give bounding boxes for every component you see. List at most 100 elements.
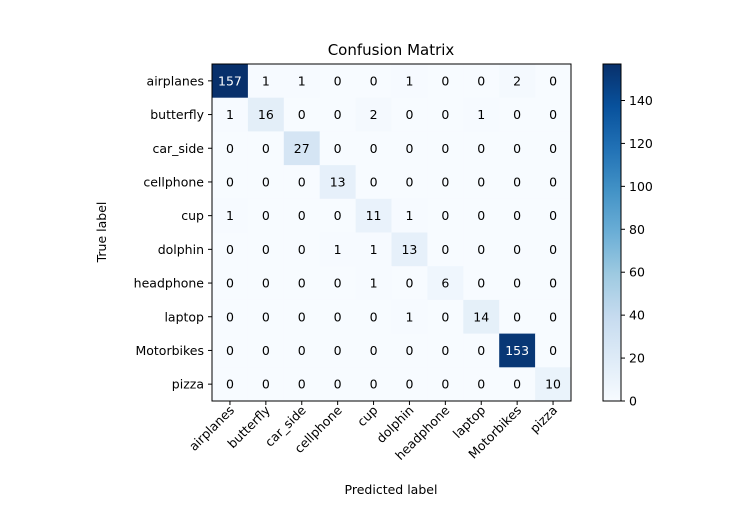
- cell-value-label: 0: [334, 208, 342, 223]
- colorbar-ticks: 0 20 40 60 80 100 120 140: [621, 93, 653, 409]
- cell-value-label: 0: [549, 242, 557, 257]
- heatmap-cell: [247, 232, 285, 267]
- heatmap-cell: [319, 333, 357, 368]
- heatmap-cell: [463, 333, 500, 368]
- cell-value-label: 0: [370, 377, 378, 392]
- heatmap-cell: [355, 333, 392, 368]
- heatmap-cell: [283, 97, 321, 132]
- heatmap-cell: [391, 64, 428, 99]
- heatmap-cell: [463, 266, 500, 301]
- cell-value-label: 0: [513, 276, 521, 291]
- cell-value-label: 0: [298, 242, 306, 257]
- heatmap-cell: [499, 333, 536, 368]
- cell-value-label: 0: [262, 208, 270, 223]
- cell-value-label: 0: [477, 208, 485, 223]
- colorbar: [602, 63, 622, 402]
- heatmap-cell: [212, 299, 249, 335]
- cell-value-label: 0: [298, 377, 306, 392]
- cell-value-label: 0: [262, 141, 270, 156]
- cell-value-label: 153: [505, 343, 529, 358]
- heatmap-cell: [499, 131, 536, 166]
- cell-value-label: 0: [334, 377, 342, 392]
- heatmap-cell: [247, 266, 285, 301]
- heatmap-cell: [247, 367, 285, 402]
- heatmap-cell: [247, 64, 285, 99]
- cell-value-label: 0: [513, 208, 521, 223]
- heatmap-cell: [427, 266, 464, 301]
- heatmap-cell: [391, 97, 428, 132]
- cell-value-label: 27: [294, 141, 310, 156]
- heatmap-cell: [463, 64, 500, 99]
- heatmap-cell: [499, 165, 536, 200]
- cell-value-label: 0: [334, 141, 342, 156]
- heatmap-cell: [391, 232, 428, 267]
- chart-title: Confusion Matrix: [328, 41, 455, 59]
- cell-value-label: 1: [405, 309, 413, 324]
- cell-value-label: 0: [477, 242, 485, 257]
- heatmap-cell: [283, 367, 321, 402]
- heatmap-cell: [212, 367, 249, 402]
- heatmap-cell: [247, 97, 285, 132]
- heatmap-cell: [283, 64, 321, 99]
- cell-value-label: 0: [370, 73, 378, 88]
- heatmap-cell: [463, 165, 500, 200]
- heatmap-cell: [319, 232, 357, 267]
- heatmap-cell: [319, 299, 357, 335]
- cell-value-label: 0: [549, 174, 557, 189]
- heatmap-cell: [247, 299, 285, 335]
- colorbar-tick-label: 100: [629, 179, 653, 194]
- cell-value-label: 0: [370, 141, 378, 156]
- cell-value-label: 0: [370, 174, 378, 189]
- heatmap-cells: [212, 64, 572, 402]
- heatmap-cell: [463, 198, 500, 233]
- heatmap-cell: [391, 131, 428, 166]
- heatmap-cell: [212, 131, 249, 166]
- heatmap-cell: [212, 333, 249, 368]
- cell-value-label: 0: [549, 73, 557, 88]
- heatmap-cell: [535, 97, 572, 132]
- cell-value-label: 2: [513, 73, 521, 88]
- heatmap-cell: [391, 266, 428, 301]
- cell-value-label: 0: [262, 276, 270, 291]
- x-tick-label: cup: [354, 402, 381, 429]
- cell-value-label: 0: [334, 309, 342, 324]
- y-tick-label: cellphone: [143, 174, 204, 189]
- heatmap-cell: [212, 97, 249, 132]
- colorbar-tick-label: 60: [629, 265, 645, 280]
- cell-value-label: 0: [262, 242, 270, 257]
- heatmap-cell: [247, 198, 285, 233]
- heatmap-cell: [319, 97, 357, 132]
- cell-value-label: 0: [441, 309, 449, 324]
- heatmap-cell: [355, 131, 392, 166]
- heatmap-cell: [355, 367, 392, 402]
- heatmap-cell: [391, 198, 428, 233]
- heatmap-cell: [212, 232, 249, 267]
- x-tick-label: pizza: [527, 403, 560, 436]
- cell-value-label: 0: [262, 174, 270, 189]
- cell-value-label: 0: [226, 276, 234, 291]
- cell-value-label: 0: [405, 174, 413, 189]
- cell-value-label: 0: [513, 242, 521, 257]
- cell-value-label: 1: [226, 208, 234, 223]
- cell-value-label: 0: [441, 208, 449, 223]
- cell-value-label: 13: [330, 174, 346, 189]
- heatmap-cell: [247, 165, 285, 200]
- y-tick-label: pizza: [172, 377, 204, 392]
- cell-value-label: 0: [262, 377, 270, 392]
- heatmap-cell: [427, 367, 464, 402]
- heatmap-cell: [355, 198, 392, 233]
- heatmap-cell: [535, 198, 572, 233]
- heatmap-cell: [535, 64, 572, 99]
- cell-value-label: 0: [226, 343, 234, 358]
- cell-value-label: 0: [441, 343, 449, 358]
- heatmap-cell: [283, 232, 321, 267]
- cell-value-label: 0: [298, 107, 306, 122]
- colorbar-tick-label: 120: [629, 136, 653, 151]
- y-tick-label: Motorbikes: [135, 343, 204, 358]
- heatmap-cell: [212, 266, 249, 301]
- heatmap-cell: [427, 97, 464, 132]
- cell-value-label: 1: [370, 276, 378, 291]
- heatmap-cell: [535, 266, 572, 301]
- heatmap-cell: [319, 165, 357, 200]
- cell-value-label: 0: [405, 141, 413, 156]
